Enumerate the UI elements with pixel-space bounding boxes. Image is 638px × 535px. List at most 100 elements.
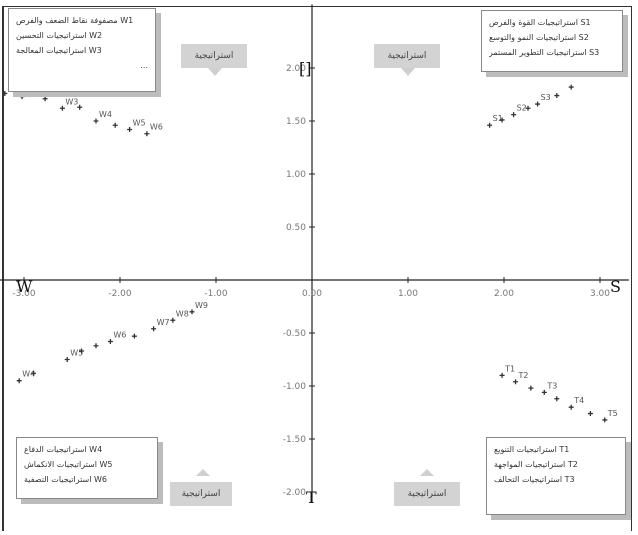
data-point: W7 <box>151 318 170 332</box>
point-label: W5 <box>70 349 83 358</box>
data-point <box>19 94 25 100</box>
data-point <box>554 93 560 99</box>
data-point <box>499 117 505 123</box>
point-marker <box>513 379 519 385</box>
point-marker <box>151 326 157 332</box>
point-marker <box>112 122 118 128</box>
x-tick-label: -1.00 <box>204 289 228 299</box>
data-point: W4 <box>93 110 112 124</box>
point-marker <box>541 389 547 395</box>
y-tick-label: 0.50 <box>286 223 306 233</box>
y-tick-label: 2.00 <box>286 64 306 74</box>
point-marker <box>31 370 37 376</box>
point-label: W6 <box>113 330 126 339</box>
point-label: T3 <box>546 381 557 390</box>
data-point: S1 <box>487 114 503 128</box>
data-point: W6 <box>144 123 163 137</box>
data-point <box>528 385 534 391</box>
point-marker <box>77 104 83 110</box>
point-label: T5 <box>607 409 618 418</box>
quadrant-title-top-right: ﺍﺳﺘﺮﺍﺗﻴﺠﻴﺔ <box>374 44 440 68</box>
data-point <box>79 348 85 354</box>
point-marker <box>2 90 8 96</box>
point-marker <box>499 372 505 378</box>
point-label: W9 <box>195 301 208 310</box>
data-point <box>112 122 118 128</box>
point-marker <box>487 122 493 128</box>
x-tick-label: -3.00 <box>12 289 36 299</box>
y-tick-label: -1.00 <box>283 382 307 392</box>
y-tick-label: -2.00 <box>283 488 307 498</box>
axes <box>0 4 629 503</box>
axis-label-right: S <box>610 277 621 296</box>
data-point: T3 <box>541 381 557 395</box>
y-tick-label: -1.50 <box>283 435 307 445</box>
point-label: W4 <box>99 110 112 119</box>
point-label: S3 <box>541 93 551 102</box>
quadrant-title-top-left: ﺍﺳﺘﺮﺍﺗﻴﺠﻴﺔ <box>181 44 247 68</box>
legend-line: ﺍﺳﺘﺮﺍﺗﻴﺠﻴﺎﺕ ﺍﻟﻤﻮﺍﺟﻬﺔ T2 <box>494 460 578 469</box>
point-label: W8 <box>176 309 189 318</box>
point-marker <box>602 417 608 423</box>
legend-line: ﺍﺳﺘﺮﺍﺗﻴﺠﻴﺎﺕ ﺍﻟﺘﺤﺴﻴﻦ W2 <box>16 31 103 40</box>
point-label: T1 <box>504 364 515 373</box>
legend-box-top-right: ﺍﺳﺘﺮﺍﺗﻴﺠﻴﺎﺕ ﺍﻟﻘﻮﺓ ﻭﺍﻟﻔﺮﺹ S1 ﺍﺳﺘﺮﺍﺗﻴﺠﻴﺎﺕ … <box>481 10 623 72</box>
point-label: W5 <box>133 118 146 127</box>
data-point <box>31 370 37 376</box>
legend-box-bottom-left: ﺍﺳﺘﺮﺍﺗﻴﺠﻴﺎﺕ ﺍﻟﺪﻓﺎﻉ W4 ﺍﺳﺘﺮﺍﺗﻴﺠﻴﺎﺕ ﺍﻻﻧﻜﻤﺎ… <box>16 437 158 499</box>
data-point: T4 <box>568 396 584 410</box>
legend-line: ﺍﺳﺘﺮﺍﺗﻴﺠﻴﺎﺕ ﺍﻻﻧﻜﻤﺎﺵ W5 <box>24 460 113 469</box>
legend-line: ﺍﺳﺘﺮﺍﺗﻴﺠﻴﺎﺕ ﺍﻟﺪﻓﺎﻉ W4 <box>24 445 103 454</box>
data-point <box>42 96 48 102</box>
point-label: W3 <box>65 97 78 106</box>
point-marker <box>568 84 574 90</box>
x-tick-label: 1.00 <box>398 289 418 299</box>
legend-line: ﺍﺳﺘﺮﺍﺗﻴﺠﻴﺎﺕ ﺍﻟﻘﻮﺓ ﻭﺍﻟﻔﺮﺹ S1 <box>489 18 591 27</box>
data-point: T1 <box>499 364 515 378</box>
legend-box-bottom-right: ﺍﺳﺘﺮﺍﺗﻴﺠﻴﺎﺕ ﺍﻟﺘﻨﻮﻳﻊ T1 ﺍﺳﺘﺮﺍﺗﻴﺠﻴﺎﺕ ﺍﻟﻤﻮﺍ… <box>486 437 626 515</box>
quadrant-title-bottom-left: ﺍﺳﺘﺮﺍﺗﻴﺠﻴﺔ <box>170 482 232 506</box>
point-marker <box>64 357 70 362</box>
point-label: S2 <box>517 104 527 113</box>
data-point: W6 <box>107 330 126 344</box>
axis-label-top: [] <box>299 59 311 78</box>
point-marker <box>554 93 560 99</box>
data-point: T2 <box>513 371 529 385</box>
data-point <box>587 411 593 417</box>
point-marker <box>511 112 517 118</box>
point-marker <box>19 94 25 100</box>
quadrant-title-bottom-right: ﺍﺳﺘﺮﺍﺗﻴﺠﻴﺔ <box>394 482 460 506</box>
data-point: S3 <box>535 93 551 107</box>
point-label: W7 <box>157 318 170 327</box>
point-marker <box>568 404 574 410</box>
point-marker <box>59 105 65 111</box>
point-label: T4 <box>573 396 584 405</box>
x-tick-label: 0.00 <box>302 289 322 299</box>
data-point: W9 <box>189 301 208 315</box>
point-marker <box>554 396 560 402</box>
data-point: W8 <box>170 309 189 323</box>
legend-line: ﺍﺳﺘﺮﺍﺗﻴﺠﻴﺎﺕ ﺍﻟﺘﻄﻮﻳﺮ ﺍﻟﻤﺴﺘﻤﺮ S3 <box>489 48 600 57</box>
legend-line: ﺍﺳﺘﺮﺍﺗﻴﺠﻴﺎﺕ ﺍﻟﻨﻤﻮ ﻭﺍﻟﺘﻮﺳﻊ S2 <box>489 33 589 42</box>
point-marker <box>535 101 541 107</box>
point-marker <box>42 96 48 102</box>
point-marker <box>528 385 534 391</box>
point-marker <box>131 333 137 339</box>
point-marker <box>107 338 113 344</box>
x-tick-label: -2.00 <box>108 289 132 299</box>
data-point <box>131 333 137 339</box>
data-point <box>554 396 560 402</box>
legend-line: ﻣﺼﻔﻮﻓﺔ ﻧﻘﺎﻁ ﺍﻟﻀﻌﻒ ﻭﺍﻟﻔﺮﺹ W1 <box>16 16 134 25</box>
data-point: W5 <box>64 349 83 362</box>
chart-frame <box>2 6 632 531</box>
point-marker <box>587 411 593 417</box>
data-points: W1W2W3W4W5W6S1S2S3O1W4W5W6W7W8W9T1T2T3T4… <box>2 52 619 423</box>
point-label: S1 <box>493 114 503 123</box>
data-point <box>93 343 99 349</box>
point-marker <box>127 126 133 132</box>
legend-box-top-left: ﻣﺼﻔﻮﻓﺔ ﻧﻘﺎﻁ ﺍﻟﻀﻌﻒ ﻭﺍﻟﻔﺮﺹ W1 ﺍﺳﺘﺮﺍﺗﻴﺠﻴﺎﺕ … <box>8 8 156 92</box>
y-tick-label: -0.50 <box>283 329 307 339</box>
point-marker <box>93 118 99 124</box>
tick-labels: -3.00 -2.00 -1.00 0.00 1.00 2.00 3.00 2.00 1.50 1… <box>12 64 610 498</box>
